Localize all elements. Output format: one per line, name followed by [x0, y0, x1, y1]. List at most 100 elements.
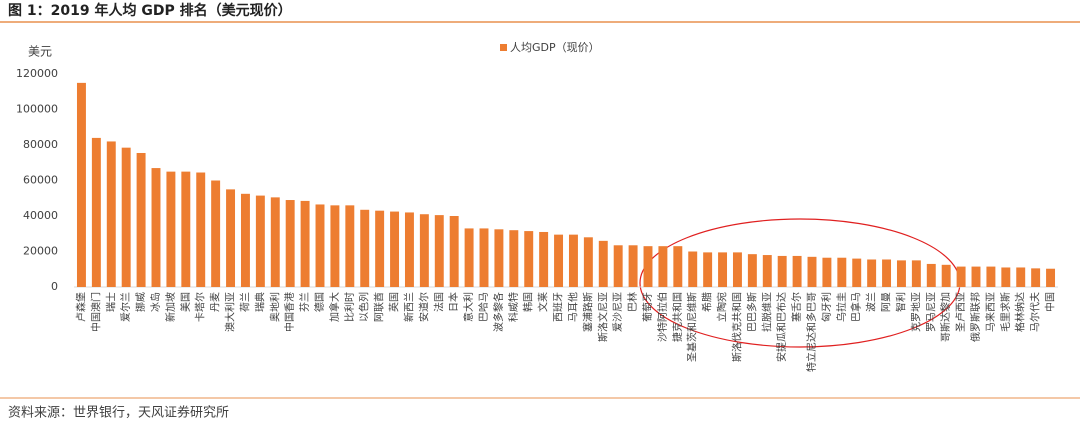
x-tick-label: 格林纳达: [1014, 292, 1027, 332]
bar: [1001, 267, 1011, 287]
bar: [837, 257, 847, 287]
bar: [732, 252, 742, 287]
x-tick-label: 文莱: [537, 292, 550, 312]
bar: [777, 255, 787, 287]
bar: [822, 257, 832, 287]
bar: [524, 231, 534, 287]
bar: [792, 255, 802, 287]
x-tick-label: 芬兰: [298, 292, 311, 312]
x-tick-label: 中国澳门: [89, 292, 102, 332]
bar: [345, 205, 355, 287]
x-tick-label: 马耳他: [566, 292, 579, 322]
y-tick-label: 20000: [23, 245, 58, 258]
x-tick-label: 特立尼达和多巴哥: [805, 292, 818, 372]
x-tick-label: 安提瓜和巴布达: [775, 292, 788, 362]
y-tick-label: 120000: [16, 67, 58, 80]
bar: [583, 237, 593, 287]
bar: [867, 259, 877, 287]
bar: [1046, 268, 1056, 287]
bar: [911, 260, 921, 287]
bar: [91, 137, 101, 287]
x-tick-label: 瑞士: [104, 292, 117, 312]
bar: [404, 212, 414, 287]
x-tick-label: 瑞典: [253, 292, 266, 312]
bar: [673, 246, 683, 287]
x-tick-label: 斯洛文尼亚: [596, 292, 609, 342]
bar: [181, 171, 191, 287]
bar: [703, 252, 713, 287]
bar: [285, 200, 295, 287]
bar: [554, 234, 564, 287]
bar: [628, 245, 638, 287]
bar: [568, 234, 578, 287]
x-tick-label: 波兰: [865, 292, 878, 312]
x-tick-label: 希腊: [701, 292, 714, 312]
x-tick-label: 科威特: [507, 292, 520, 322]
bar: [747, 254, 757, 287]
x-tick-label: 韩国: [522, 292, 535, 312]
x-tick-label: 立陶宛: [716, 292, 729, 322]
x-tick-label: 爱沙尼亚: [611, 292, 624, 332]
x-tick-label: 意大利: [462, 292, 475, 322]
x-tick-label: 葡萄牙: [641, 292, 654, 322]
x-tick-label: 中国: [1044, 292, 1057, 312]
bar: [598, 240, 608, 287]
bar: [807, 256, 817, 287]
bar: [360, 209, 370, 287]
bar: [330, 205, 340, 287]
bar: [896, 260, 906, 287]
legend-label: 人均GDP（现价）: [510, 41, 600, 54]
x-tick-label: 日本: [447, 292, 460, 312]
x-tick-label: 巴巴多斯: [745, 292, 758, 332]
bar: [956, 266, 966, 287]
x-tick-label: 圣卢西亚: [954, 292, 967, 332]
bar: [479, 228, 489, 287]
bar: [196, 172, 206, 287]
bar: [882, 259, 892, 287]
x-tick-label: 荷兰: [238, 292, 251, 312]
bar: [226, 189, 236, 287]
bar: [375, 210, 385, 287]
bar: [852, 258, 862, 287]
x-tick-label: 挪威: [134, 292, 147, 312]
bar: [926, 263, 936, 287]
x-tick-label: 巴林: [626, 292, 639, 312]
bar: [1031, 268, 1041, 287]
y-tick-label: 0: [51, 280, 58, 293]
y-tick-label: 40000: [23, 209, 58, 222]
x-tick-label: 冰岛: [149, 292, 162, 312]
x-tick-label: 中国香港: [283, 292, 296, 332]
x-tick-label: 圣基茨和尼维斯: [686, 292, 699, 362]
x-tick-label: 罗马尼亚: [925, 292, 937, 332]
legend-swatch: [500, 44, 507, 51]
x-tick-label: 塞浦路斯: [581, 292, 594, 332]
x-tick-label: 阿联酋: [373, 292, 386, 322]
x-tick-label: 克罗地亚: [909, 292, 922, 332]
x-tick-label: 沙特阿拉伯: [656, 292, 669, 342]
bar: [419, 214, 429, 287]
x-tick-label: 巴哈马: [477, 292, 490, 322]
y-tick-label: 80000: [23, 138, 58, 151]
bar: [688, 251, 698, 287]
x-tick-label: 比利时: [344, 292, 356, 322]
bar: [1016, 267, 1026, 287]
bar: [434, 215, 444, 287]
x-tick-label: 加拿大: [328, 292, 341, 322]
x-tick-label: 波多黎各: [492, 292, 505, 332]
chart-title: 图 1：2019 年人均 GDP 排名（美元现价）: [8, 2, 292, 19]
x-tick-label: 毛里求斯: [999, 292, 1012, 332]
x-tick-label: 丹麦: [210, 292, 222, 312]
bar: [539, 231, 549, 287]
x-tick-label: 智利: [894, 292, 907, 312]
x-tick-label: 安道尔: [417, 292, 430, 322]
x-tick-label: 西班牙: [553, 292, 565, 322]
bar: [658, 246, 668, 287]
x-tick-label: 以色列: [358, 292, 371, 322]
x-tick-label: 卢森堡: [74, 292, 87, 322]
x-tick-label: 塞舌尔: [790, 292, 803, 322]
bar: [315, 204, 325, 287]
bar: [494, 229, 504, 287]
bar: [464, 228, 474, 287]
bar: [106, 141, 116, 287]
x-tick-label: 哥斯达黎加: [939, 292, 952, 342]
